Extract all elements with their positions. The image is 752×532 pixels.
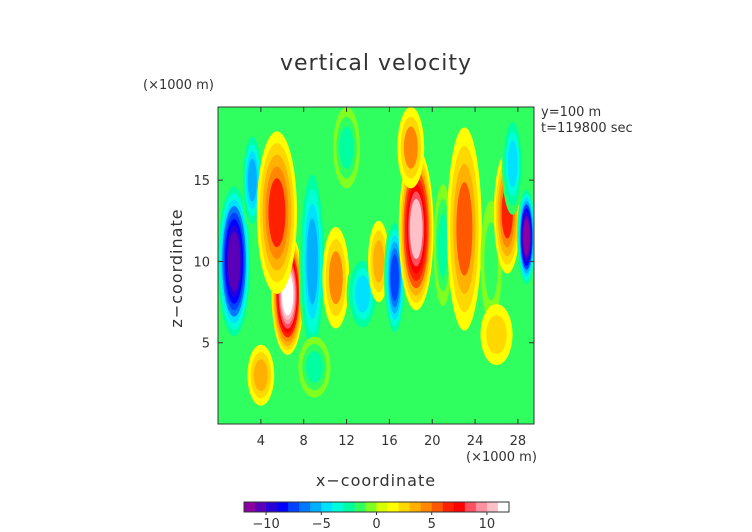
- x-tick-label: 8: [300, 434, 308, 449]
- heatmap-cell: [484, 222, 499, 301]
- heatmap-field: [218, 107, 534, 424]
- colorbar-swatch: [497, 502, 510, 512]
- colorbar-swatch: [464, 502, 477, 512]
- heatmap-cell: [456, 182, 473, 276]
- y-tick-label: 15: [193, 174, 210, 189]
- colorbar-swatch: [475, 502, 488, 512]
- plot-frame: [217, 106, 535, 425]
- heatmap-cell: [486, 315, 507, 355]
- x-tick-label: 4: [257, 434, 265, 449]
- colorbar-swatch: [288, 502, 300, 512]
- annotation-t: t=119800 sec: [541, 121, 633, 136]
- heatmap-cell: [403, 126, 418, 169]
- annotation-y: y=100 m: [541, 105, 601, 120]
- heatmap-cell: [247, 158, 257, 202]
- heatmap-cell: [306, 351, 323, 383]
- x-tick-label: 16: [381, 434, 398, 449]
- colorbar-tick-label: 0: [372, 517, 380, 532]
- heatmap-cell: [409, 198, 423, 259]
- colorbar-swatch: [266, 502, 278, 512]
- heatmap-cell: [253, 359, 268, 392]
- colorbar-swatch: [244, 502, 256, 512]
- colorbar-swatch: [354, 502, 366, 512]
- heatmap-cell: [355, 275, 371, 313]
- colorbar-swatch: [420, 502, 433, 512]
- colorbar-tick-label: 10: [479, 517, 496, 532]
- y-tick-label: 5: [202, 337, 210, 352]
- x-tick-label: 28: [510, 434, 527, 449]
- colorbar-swatch: [310, 502, 322, 512]
- heatmap-blobs: [218, 107, 534, 406]
- colorbar-swatch: [453, 502, 466, 512]
- colorbar-swatch: [486, 502, 499, 512]
- colorbar-swatch: [332, 502, 344, 512]
- heatmap-cell: [339, 126, 354, 169]
- colorbar-swatch: [299, 502, 311, 512]
- colorbar-swatch: [255, 502, 267, 512]
- heatmap-cell: [390, 254, 399, 302]
- colorbar-swatch: [387, 502, 400, 512]
- colorbar-swatch: [431, 502, 444, 512]
- colorbar-swatch: [409, 502, 422, 512]
- x-tick-label: 20: [424, 434, 441, 449]
- colorbar-swatch: [365, 502, 377, 512]
- x-axis-label: x−coordinate: [316, 471, 436, 490]
- colorbar-swatch: [321, 502, 333, 512]
- y-unit-label: (×1000 m): [143, 78, 214, 93]
- heatmap-cell: [523, 219, 530, 255]
- colorbar-tick-label: −10: [252, 517, 279, 532]
- y-axis-ticks: 5 10 15: [193, 174, 534, 352]
- colorbar-tick-label: 5: [428, 517, 436, 532]
- heatmap-cell: [373, 240, 385, 283]
- x-tick-label: 24: [467, 434, 484, 449]
- colorbar-ticks: −10 −5 0 5 10: [252, 512, 495, 532]
- colorbar-swatch: [376, 502, 389, 512]
- heatmap-cell: [507, 140, 518, 188]
- colorbar-swatch: [398, 502, 411, 512]
- heatmap-cell: [268, 178, 286, 248]
- y-tick-label: 10: [193, 255, 210, 270]
- colorbar-swatch: [343, 502, 355, 512]
- heatmap-cell: [227, 232, 241, 291]
- x-tick-label: 12: [338, 434, 355, 449]
- colorbar-tick-label: −5: [312, 517, 331, 532]
- colorbar-swatch: [277, 502, 289, 512]
- x-axis-ticks: 4 8 12 16 20 24 28: [257, 107, 526, 449]
- heatmap-cell: [438, 213, 448, 277]
- heatmap-cell: [306, 218, 318, 305]
- chart-title: vertical velocity: [280, 51, 472, 76]
- y-axis-label: z−coordinate: [167, 208, 186, 327]
- heatmap-cell: [328, 251, 343, 305]
- colorbar: [244, 502, 510, 512]
- x-unit-label: (×1000 m): [466, 450, 537, 465]
- colorbar-swatch: [442, 502, 455, 512]
